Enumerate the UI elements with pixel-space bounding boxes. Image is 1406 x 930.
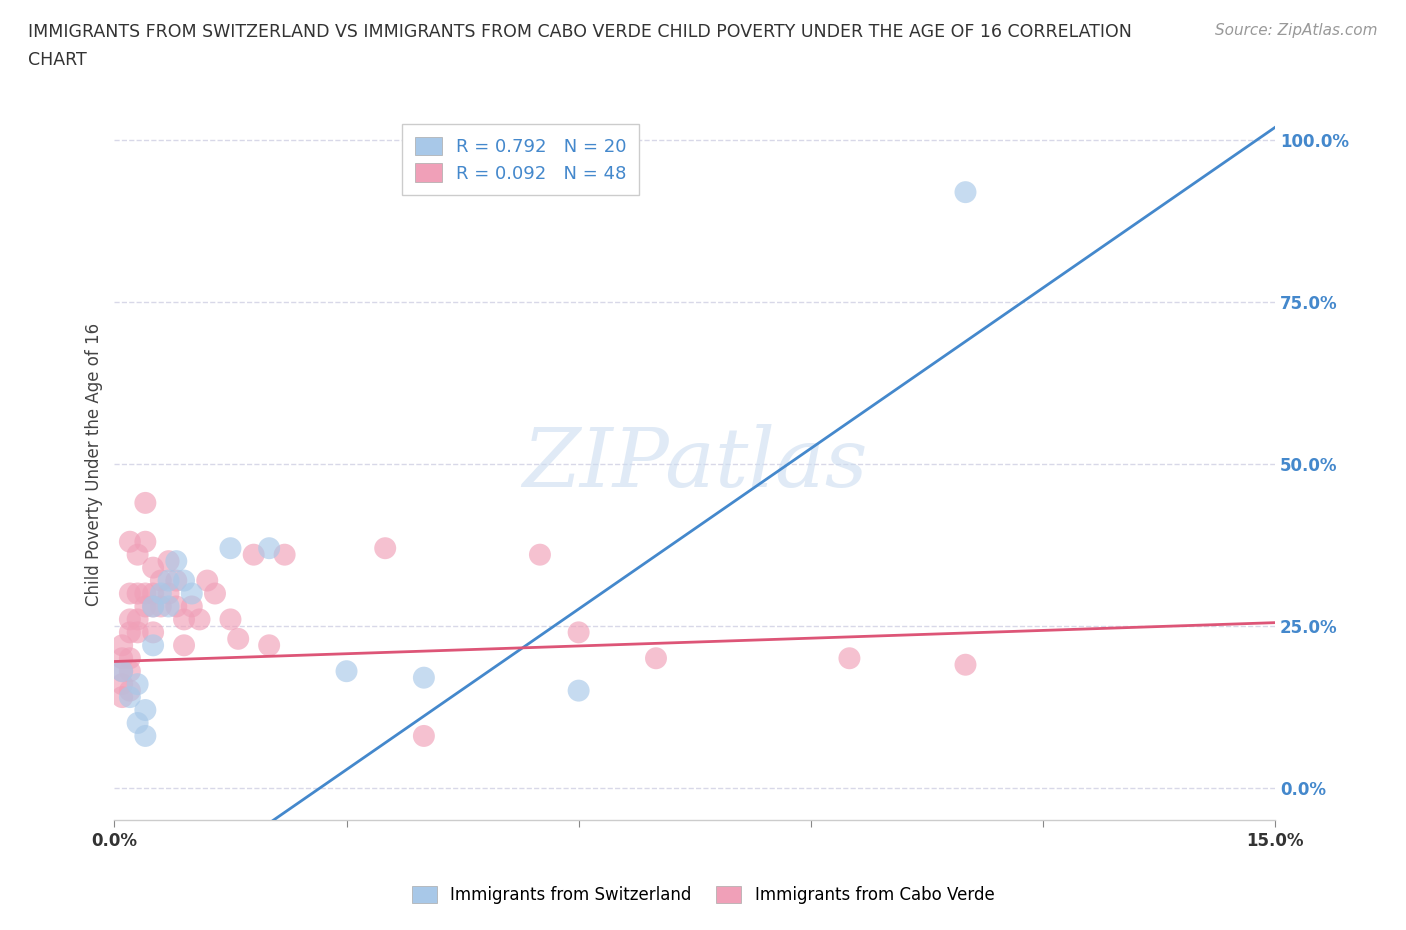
Point: [111, 664, 134, 679]
Point: [111, 651, 134, 666]
Point: [142, 560, 165, 575]
Point: [127, 677, 149, 692]
Legend: R = 0.792   N = 20, R = 0.092   N = 48: R = 0.792 N = 20, R = 0.092 N = 48: [402, 124, 640, 195]
Point: [127, 625, 149, 640]
Text: Source: ZipAtlas.com: Source: ZipAtlas.com: [1215, 23, 1378, 38]
Point: [149, 586, 172, 601]
Point: [165, 573, 187, 588]
Point: [111, 690, 134, 705]
Point: [118, 625, 141, 640]
Point: [219, 612, 242, 627]
Point: [127, 547, 149, 562]
Point: [134, 535, 156, 550]
Text: IMMIGRANTS FROM SWITZERLAND VS IMMIGRANTS FROM CABO VERDE CHILD POVERTY UNDER TH: IMMIGRANTS FROM SWITZERLAND VS IMMIGRANT…: [28, 23, 1132, 41]
Point: [219, 540, 242, 555]
Y-axis label: Child Poverty Under the Age of 16: Child Poverty Under the Age of 16: [86, 323, 103, 605]
Point: [204, 586, 226, 601]
Point: [118, 535, 141, 550]
Point: [195, 573, 218, 588]
Point: [118, 664, 141, 679]
Point: [134, 496, 156, 511]
Point: [149, 573, 172, 588]
Point: [142, 586, 165, 601]
Point: [142, 625, 165, 640]
Point: [568, 625, 591, 640]
Point: [149, 599, 172, 614]
Point: [173, 612, 195, 627]
Point: [257, 638, 280, 653]
Point: [127, 586, 149, 601]
Point: [412, 671, 434, 685]
Point: [111, 677, 134, 692]
Point: [838, 651, 860, 666]
Point: [157, 586, 180, 601]
Point: [127, 715, 149, 730]
Point: [118, 651, 141, 666]
Point: [165, 553, 187, 568]
Point: [568, 684, 591, 698]
Point: [118, 612, 141, 627]
Point: [134, 728, 156, 743]
Point: [273, 547, 295, 562]
Point: [955, 658, 977, 672]
Point: [257, 540, 280, 555]
Point: [134, 586, 156, 601]
Point: [157, 599, 180, 614]
Point: [165, 599, 187, 614]
Point: [412, 728, 434, 743]
Point: [180, 599, 202, 614]
Point: [645, 651, 668, 666]
Point: [955, 185, 977, 200]
Point: [118, 586, 141, 601]
Point: [226, 631, 249, 646]
Point: [142, 599, 165, 614]
Point: [134, 599, 156, 614]
Point: [188, 612, 211, 627]
Text: CHART: CHART: [28, 51, 87, 69]
Point: [173, 573, 195, 588]
Point: [157, 553, 180, 568]
Point: [180, 586, 202, 601]
Text: ZIPatlas: ZIPatlas: [522, 424, 868, 504]
Point: [242, 547, 264, 562]
Point: [134, 702, 156, 717]
Point: [111, 664, 134, 679]
Point: [111, 638, 134, 653]
Point: [142, 599, 165, 614]
Point: [157, 573, 180, 588]
Point: [118, 684, 141, 698]
Point: [118, 690, 141, 705]
Point: [335, 664, 357, 679]
Legend: Immigrants from Switzerland, Immigrants from Cabo Verde: Immigrants from Switzerland, Immigrants …: [404, 878, 1002, 912]
Point: [529, 547, 551, 562]
Point: [374, 540, 396, 555]
Point: [173, 638, 195, 653]
Point: [142, 638, 165, 653]
Point: [127, 612, 149, 627]
